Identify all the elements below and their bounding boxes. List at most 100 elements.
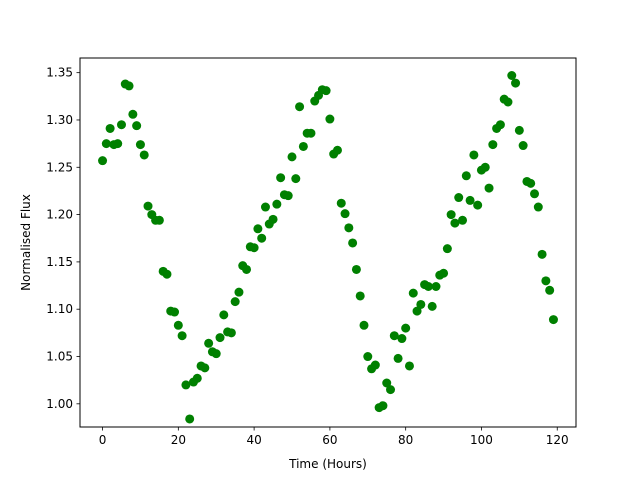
data-point — [173, 320, 183, 330]
x-tick-label: 60 — [322, 433, 337, 447]
y-tick-label: 1.00 — [46, 397, 73, 411]
data-point — [336, 198, 346, 208]
data-point — [215, 333, 225, 343]
data-point — [181, 380, 191, 390]
data-point — [465, 195, 475, 205]
data-point — [230, 297, 240, 307]
x-tick-label: 40 — [246, 433, 261, 447]
data-point — [431, 282, 441, 291]
data-point — [113, 139, 123, 149]
data-point — [511, 78, 521, 88]
data-point — [359, 320, 369, 330]
data-point — [401, 323, 411, 333]
x-tick-label: 20 — [171, 433, 186, 447]
data-point — [454, 193, 464, 203]
data-point — [442, 244, 452, 254]
data-point — [469, 150, 479, 160]
data-point — [219, 310, 229, 320]
x-tick-label: 80 — [398, 433, 413, 447]
data-point — [503, 97, 513, 107]
data-point — [124, 81, 134, 91]
data-point — [397, 334, 407, 344]
data-point — [298, 141, 308, 151]
data-point — [480, 162, 490, 172]
data-point — [533, 202, 543, 212]
data-point — [234, 287, 244, 297]
y-axis: 1.00 1.05 1.10 1.15 1.20 1.25 1.30 1.35 — [46, 66, 80, 411]
y-tick-label: 1.05 — [46, 350, 73, 364]
x-tick-label: 0 — [99, 433, 107, 447]
data-point — [548, 315, 558, 325]
data-point — [154, 215, 164, 225]
data-point — [439, 268, 449, 278]
data-point — [105, 123, 115, 133]
data-point — [211, 349, 221, 359]
data-point — [291, 174, 301, 184]
data-point — [132, 121, 142, 131]
data-point — [295, 102, 305, 112]
y-tick-label: 1.35 — [46, 66, 73, 80]
data-point — [242, 264, 252, 274]
data-point — [185, 414, 195, 424]
data-point — [143, 201, 153, 211]
data-point — [340, 209, 350, 219]
data-point — [386, 385, 396, 395]
data-point — [321, 86, 331, 96]
data-point — [135, 140, 145, 150]
data-point — [306, 128, 316, 138]
y-tick-label: 1.30 — [46, 113, 73, 127]
x-axis: 0 20 40 60 80 100 120 — [99, 427, 569, 447]
data-point — [389, 331, 399, 341]
data-point — [363, 352, 373, 362]
data-point — [518, 141, 528, 151]
data-point — [200, 363, 210, 373]
data-point — [408, 288, 418, 298]
data-points — [98, 71, 558, 424]
data-point — [404, 361, 414, 371]
data-point — [257, 233, 267, 243]
data-point — [382, 378, 392, 388]
data-point — [370, 360, 380, 370]
data-point — [423, 282, 433, 291]
data-point — [488, 140, 498, 150]
data-point — [416, 299, 426, 309]
data-point — [348, 238, 358, 248]
data-point — [530, 189, 540, 199]
data-point — [283, 191, 293, 201]
data-point — [412, 306, 422, 316]
data-point — [355, 291, 365, 301]
data-point — [541, 276, 551, 286]
data-point — [128, 109, 138, 119]
data-point — [351, 264, 361, 274]
data-point — [378, 401, 388, 411]
plot-frame — [79, 57, 577, 428]
data-point — [268, 214, 278, 224]
y-tick-label: 1.20 — [46, 208, 73, 222]
data-point — [514, 125, 524, 135]
data-point — [484, 183, 494, 193]
data-point — [427, 301, 437, 311]
data-point — [450, 218, 460, 228]
data-point — [545, 285, 555, 295]
data-point — [249, 243, 259, 253]
y-tick-label: 1.15 — [46, 255, 73, 269]
data-point — [272, 199, 282, 209]
data-point — [139, 150, 149, 160]
data-point — [260, 202, 270, 212]
data-point — [162, 269, 172, 279]
data-point — [526, 178, 536, 188]
x-tick-label: 100 — [470, 433, 493, 447]
y-tick-label: 1.10 — [46, 302, 73, 316]
data-point — [276, 173, 286, 183]
x-tick-label: 120 — [546, 433, 569, 447]
data-point — [253, 224, 263, 234]
data-point — [495, 120, 505, 130]
data-point — [170, 307, 180, 317]
data-point — [116, 120, 126, 130]
data-point — [101, 139, 111, 149]
data-point — [461, 171, 471, 181]
data-point — [287, 152, 297, 162]
data-point — [226, 328, 236, 338]
